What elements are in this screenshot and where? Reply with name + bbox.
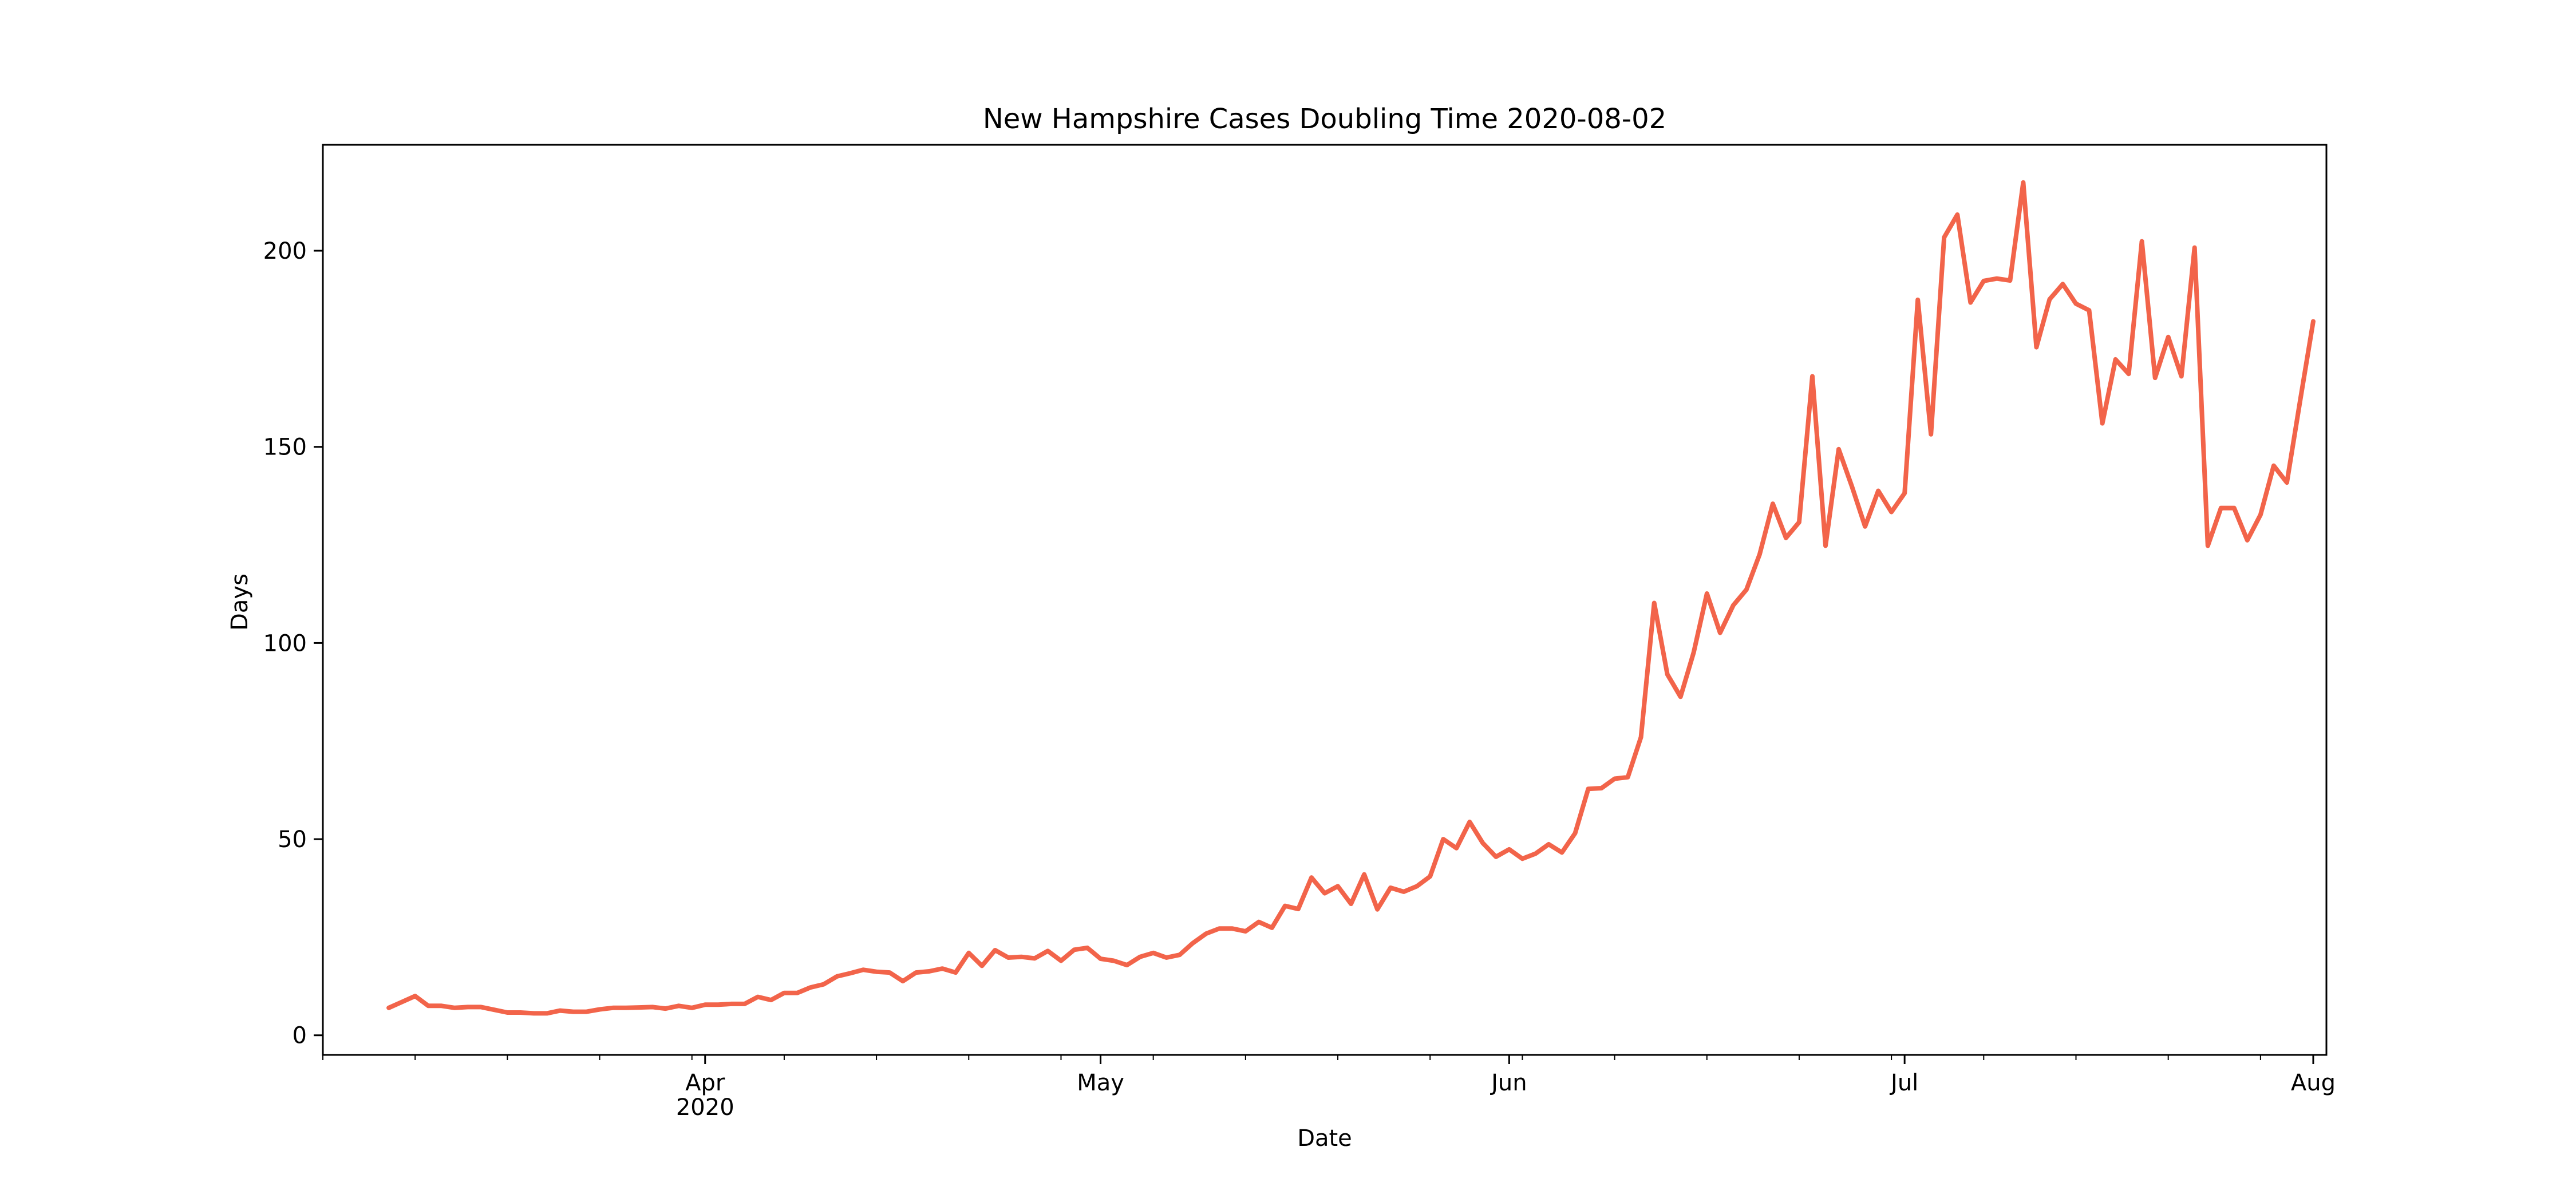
x-tick-label: Jul [1889,1070,1918,1096]
x-tick-label: Apr [685,1070,725,1096]
y-tick-label: 200 [263,238,307,264]
x-axis-label: Date [1297,1125,1352,1152]
plot-frame [322,144,2328,1056]
y-axis-label: Days [227,574,253,631]
x-tick-sublabel: 2020 [676,1094,734,1121]
y-tick-label: 150 [263,434,307,461]
series-line [386,180,2316,1016]
y-tick-label: 100 [263,630,307,657]
x-tick-label: Aug [2291,1070,2336,1096]
y-tick-label: 0 [293,1023,307,1049]
chart-title: New Hampshire Cases Doubling Time 2020-0… [983,103,1666,135]
x-tick-label: Jun [1490,1070,1527,1096]
y-tick-label: 50 [278,827,307,853]
x-tick-label: May [1077,1070,1124,1096]
